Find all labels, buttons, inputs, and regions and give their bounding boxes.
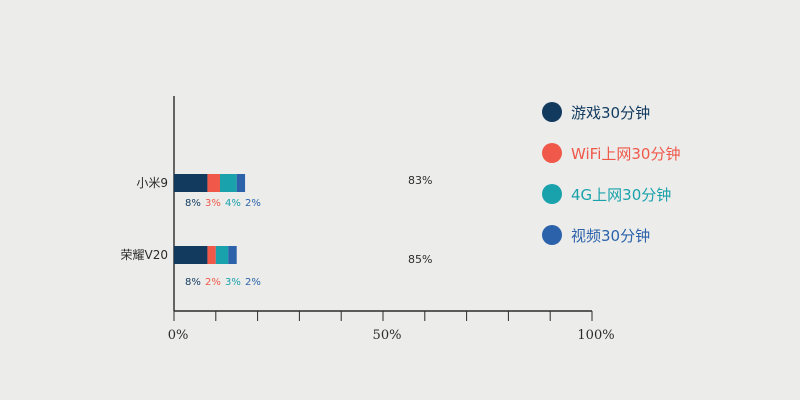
category-label: 荣耀V20	[121, 248, 168, 262]
legend-swatch	[542, 102, 562, 122]
legend-swatch	[542, 143, 562, 163]
remaining-label: 85%	[408, 253, 432, 266]
data-label: 2%	[245, 277, 261, 288]
legend-item: 视频30分钟	[542, 223, 680, 247]
legend-item: WiFi上网30分钟	[542, 141, 680, 165]
legend-swatch	[542, 225, 562, 245]
bar-segment	[174, 174, 208, 192]
bar-segment	[207, 246, 216, 264]
legend-label: 4G上网30分钟	[571, 185, 672, 204]
data-label: 3%	[225, 277, 241, 288]
bar-segment	[228, 246, 237, 264]
bar-segment	[207, 174, 220, 192]
x-tick-label: 50%	[373, 328, 402, 343]
legend-item: 游戏30分钟	[542, 100, 680, 124]
data-label: 2%	[245, 198, 261, 209]
data-label: 4%	[225, 198, 241, 209]
legend-label: 游戏30分钟	[571, 103, 651, 122]
data-label: 8%	[185, 277, 201, 288]
legend-swatch	[542, 184, 562, 204]
legend-label: WiFi上网30分钟	[571, 144, 681, 163]
bar-segment	[219, 174, 237, 192]
remaining-label: 83%	[408, 174, 432, 187]
x-tick-label: 100%	[577, 328, 614, 343]
category-label: 小米9	[136, 176, 168, 190]
chart-legend: 游戏30分钟 WiFi上网30分钟 4G上网30分钟 视频30分钟	[542, 100, 680, 247]
data-label: 3%	[205, 198, 221, 209]
data-label: 2%	[205, 277, 221, 288]
legend-item: 4G上网30分钟	[542, 182, 680, 206]
bar-segment	[215, 246, 229, 264]
bar-segment	[174, 246, 208, 264]
data-label: 8%	[185, 198, 201, 209]
legend-label: 视频30分钟	[571, 226, 651, 245]
bar-segment	[236, 174, 246, 192]
x-tick-label: 0%	[168, 328, 189, 343]
